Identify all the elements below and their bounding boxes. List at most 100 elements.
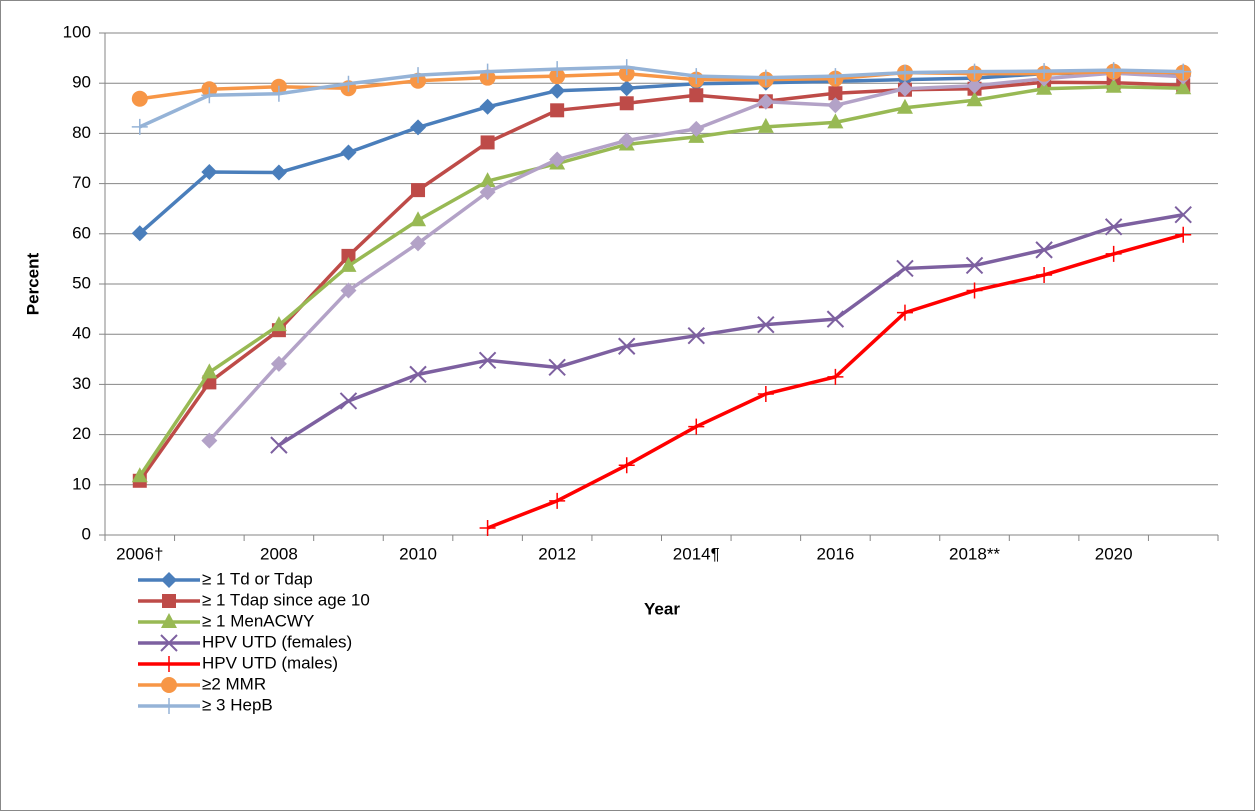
legend-label: ≥2 MMR bbox=[202, 674, 266, 693]
marker bbox=[201, 164, 218, 181]
line bbox=[138, 71, 1184, 235]
series bbox=[131, 59, 1192, 135]
marker bbox=[479, 519, 496, 536]
marker bbox=[161, 677, 177, 693]
marker bbox=[549, 82, 566, 99]
marker bbox=[161, 698, 177, 714]
line bbox=[138, 80, 1184, 482]
marker bbox=[687, 326, 705, 345]
marker bbox=[1036, 63, 1053, 80]
legend-label: HPV UTD (males) bbox=[202, 653, 338, 672]
marker bbox=[549, 61, 566, 78]
series bbox=[131, 77, 1192, 483]
marker bbox=[896, 259, 914, 278]
x-tick-label: 2020 bbox=[1095, 544, 1133, 563]
marker bbox=[410, 119, 427, 136]
y-tick-label: 70 bbox=[72, 173, 91, 192]
marker bbox=[201, 87, 218, 104]
marker bbox=[341, 248, 356, 263]
marker bbox=[162, 594, 176, 608]
y-tick-label: 30 bbox=[72, 374, 91, 393]
marker bbox=[966, 63, 983, 80]
marker bbox=[479, 172, 496, 188]
x-tick-label: 2008 bbox=[260, 544, 298, 563]
marker bbox=[618, 132, 635, 149]
marker bbox=[480, 135, 495, 150]
marker bbox=[131, 225, 148, 242]
marker bbox=[966, 91, 983, 107]
marker bbox=[161, 613, 177, 628]
marker bbox=[618, 59, 635, 76]
legend-label: ≥ 1 MenACWY bbox=[202, 611, 314, 630]
marker bbox=[618, 80, 635, 97]
marker bbox=[270, 355, 287, 372]
marker bbox=[131, 90, 148, 107]
marker bbox=[757, 93, 774, 110]
marker bbox=[410, 211, 427, 227]
marker bbox=[201, 363, 218, 379]
series bbox=[201, 65, 1192, 449]
marker bbox=[1175, 63, 1192, 80]
y-tick-label: 90 bbox=[72, 73, 91, 92]
marker bbox=[618, 337, 636, 355]
x-tick-label: 2012 bbox=[538, 544, 576, 563]
marker bbox=[479, 184, 496, 201]
marker bbox=[340, 75, 357, 92]
marker bbox=[410, 235, 427, 252]
marker bbox=[411, 183, 426, 198]
marker bbox=[1036, 266, 1053, 283]
marker bbox=[479, 63, 496, 80]
series bbox=[270, 206, 1192, 454]
x-tick-label: 2010 bbox=[399, 544, 437, 563]
marker bbox=[757, 69, 774, 86]
marker bbox=[270, 436, 288, 454]
y-tick-label: 0 bbox=[82, 524, 91, 543]
marker bbox=[1105, 245, 1122, 262]
marker bbox=[896, 64, 913, 81]
x-axis-title: Year bbox=[644, 599, 680, 618]
marker bbox=[966, 77, 983, 94]
marker bbox=[410, 67, 427, 84]
line bbox=[277, 212, 1184, 447]
marker bbox=[688, 68, 705, 85]
x-tick-label: 2006† bbox=[116, 544, 163, 563]
marker bbox=[1036, 79, 1053, 95]
line bbox=[139, 65, 1184, 129]
marker bbox=[1104, 218, 1123, 236]
marker bbox=[131, 118, 148, 135]
marker bbox=[828, 86, 843, 101]
marker bbox=[966, 282, 983, 299]
legend-label: ≥ 3 HepB bbox=[202, 695, 273, 714]
marker bbox=[270, 164, 287, 181]
marker bbox=[827, 368, 844, 385]
marker bbox=[549, 151, 566, 168]
marker bbox=[618, 457, 635, 474]
y-tick-label: 60 bbox=[72, 223, 91, 242]
y-axis-title: Percent bbox=[23, 252, 42, 315]
marker bbox=[757, 117, 774, 133]
x-tick-label: 2014¶ bbox=[673, 544, 720, 563]
marker bbox=[270, 316, 287, 332]
marker bbox=[550, 103, 565, 118]
marker bbox=[270, 85, 287, 102]
marker bbox=[896, 304, 913, 321]
x-tick-label: 2016 bbox=[816, 544, 854, 563]
y-tick-label: 20 bbox=[72, 424, 91, 443]
y-tick-label: 50 bbox=[72, 273, 91, 292]
marker bbox=[1105, 77, 1122, 93]
marker bbox=[826, 310, 845, 328]
marker bbox=[688, 120, 705, 137]
marker bbox=[161, 656, 177, 672]
marker bbox=[160, 634, 178, 652]
marker bbox=[827, 68, 844, 85]
line bbox=[138, 84, 1184, 478]
legend-label: HPV UTD (females) bbox=[202, 632, 352, 651]
marker bbox=[965, 256, 984, 275]
marker bbox=[340, 144, 357, 161]
marker bbox=[131, 467, 148, 483]
marker bbox=[478, 351, 497, 370]
marker bbox=[896, 80, 913, 97]
legend-label: ≥ 1 Td or Tdap bbox=[202, 569, 313, 588]
marker bbox=[1175, 79, 1192, 95]
